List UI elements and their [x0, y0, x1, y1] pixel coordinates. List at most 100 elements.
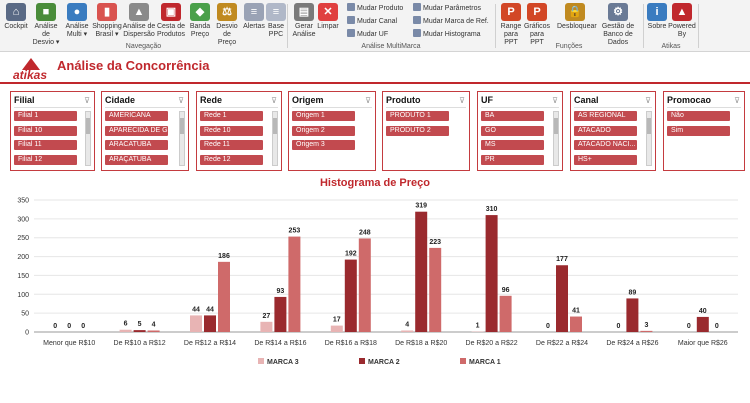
gerar-analise-button[interactable]: ▤ Gerar Análise — [291, 2, 317, 39]
slicer-scrollbar[interactable] — [272, 111, 278, 166]
ribbon-small-label: Mudar Canal — [357, 18, 398, 25]
graficos-ppt-button[interactable]: P Gráficos para PPT — [523, 2, 551, 47]
slicer-title: Rede — [200, 95, 223, 105]
data-label: 6 — [124, 321, 128, 328]
base-ppc-button[interactable]: ≡ Base PPC — [265, 2, 287, 39]
cesta-produtos-button[interactable]: ▣ Cesta de Produtos — [156, 2, 186, 39]
slicer-item[interactable]: Rede 11 — [200, 140, 263, 151]
marca-icon — [413, 16, 421, 24]
multi-button-2[interactable]: Mudar UF — [347, 29, 388, 38]
limpar-button[interactable]: ✕ Limpar — [316, 2, 340, 31]
slicer-scrollbar[interactable] — [85, 111, 91, 166]
slicer-item[interactable]: AMERICANA — [105, 111, 168, 121]
slicer-promocao: Promocao ⊽ Não Sim — [663, 91, 745, 171]
range-ppt-button[interactable]: P Range para PPT — [498, 2, 524, 47]
slicer-item[interactable]: PRODUTO 1 — [386, 111, 449, 121]
clear-filter-icon[interactable]: ⊽ — [178, 96, 184, 105]
ppt-chart-icon: P — [527, 3, 547, 21]
clear-filter-icon[interactable]: ⊽ — [459, 96, 465, 105]
slicer-item[interactable]: APARECIDA DE G... — [105, 125, 168, 136]
slicer-scrollbar[interactable] — [553, 111, 559, 166]
powered-by-button[interactable]: ▲ Powered By — [668, 2, 696, 39]
sobre-button[interactable]: i Sobre — [646, 2, 668, 31]
clear-filter-icon[interactable]: ⊽ — [552, 96, 558, 105]
slicer-item[interactable]: Sim — [667, 125, 730, 136]
params-button-1[interactable]: Mudar Marca de Ref. — [413, 16, 489, 25]
params-button-0[interactable]: Mudar Parâmetros — [413, 3, 481, 12]
bar-marca-2 — [133, 330, 146, 332]
analise-multi-button[interactable]: ● Análise Multi ▾ — [63, 2, 91, 39]
data-label: 4 — [405, 321, 409, 328]
slicer-scrollbar[interactable] — [646, 111, 652, 166]
slicer-item[interactable]: Filial 10 — [14, 125, 77, 136]
slicer-item[interactable]: AS REGIONAL — [574, 111, 637, 121]
gestao-bd-button[interactable]: ⚙ Gestão de Banco de Dados — [596, 2, 640, 47]
slicer-item[interactable]: ARACATUBA — [105, 140, 168, 151]
alertas-button[interactable]: ≡ Alertas — [242, 2, 266, 31]
data-label: 41 — [572, 308, 580, 315]
slicer-item[interactable]: Não — [667, 111, 730, 121]
y-tick-label: 0 — [25, 330, 29, 337]
slicer-item[interactable]: Origem 2 — [292, 125, 355, 136]
desvio-preco-button[interactable]: ⚖ Desvio de Preço — [213, 2, 241, 47]
slicer-title: UF — [481, 95, 493, 105]
slicer-item[interactable]: Rede 12 — [200, 154, 263, 165]
clear-filter-icon[interactable]: ⊽ — [645, 96, 651, 105]
slicer-item[interactable]: Filial 1 — [14, 111, 77, 121]
ribbon-button-label: Gráficos para PPT — [523, 23, 551, 46]
ribbon-separator — [698, 4, 699, 48]
ribbon-button-label: Gestão de Banco de Dados — [601, 23, 635, 46]
cockpit-button[interactable]: ⌂ Cockpit — [2, 2, 30, 31]
chart-icon: ▲ — [129, 3, 149, 21]
slicer-item[interactable]: MS — [481, 140, 544, 151]
slicer-item[interactable]: ATACADO NACI... — [574, 140, 637, 151]
bar-marca-3 — [330, 325, 343, 332]
data-label: 0 — [67, 323, 71, 330]
slicer-item[interactable]: ATACADO — [574, 125, 637, 136]
x-tick-label: De R$20 a R$22 — [466, 340, 518, 347]
slicer-item[interactable]: PR — [481, 154, 544, 165]
bar-marca-1 — [499, 295, 512, 332]
x-tick-label: De R$10 a R$12 — [114, 340, 166, 347]
params-button-2[interactable]: Mudar Histograma — [413, 29, 481, 38]
slicer-scrollbar[interactable] — [179, 111, 185, 166]
clear-filter-icon[interactable]: ⊽ — [734, 96, 740, 105]
slicer-divider — [14, 107, 91, 108]
slicer-item[interactable]: Filial 11 — [14, 140, 77, 151]
slicer-item[interactable]: BA — [481, 111, 544, 121]
multi-button-0[interactable]: Mudar Produto — [347, 3, 403, 12]
slicer-produto: Produto ⊽ PRODUTO 1 PRODUTO 2 — [382, 91, 470, 171]
doc-icon: ≡ — [244, 3, 264, 21]
analise-desvio-button[interactable]: ■ Análise de Desvio ▾ — [31, 2, 61, 47]
slicer-item[interactable]: ARAÇATUBA — [105, 154, 168, 165]
slicer-cidade: Cidade ⊽ AMERICANA APARECIDA DE G... ARACATU… — [101, 91, 189, 171]
slicer-item[interactable]: Rede 10 — [200, 125, 263, 136]
clear-filter-icon[interactable]: ⊽ — [271, 96, 277, 105]
clear-filter-icon[interactable]: ⊽ — [365, 96, 371, 105]
bar-marca-2 — [274, 296, 287, 332]
clear-filter-icon[interactable]: ⊽ — [84, 96, 90, 105]
scale-icon: ⚖ — [217, 3, 237, 21]
data-label: 192 — [345, 251, 357, 258]
group-atikas: Atikas — [661, 43, 681, 50]
ribbon-button-label: Análise Multi ▾ — [65, 23, 89, 38]
analise-dispersao-button[interactable]: ▲ Análise de Dispersão — [122, 2, 156, 39]
multi-button-1[interactable]: Mudar Canal — [347, 16, 397, 25]
banda-preco-button[interactable]: ◆ Banda Preço — [187, 2, 213, 39]
slicer-item[interactable]: Rede 1 — [200, 111, 263, 121]
desbloquear-button[interactable]: 🔒 Desbloquear — [557, 2, 597, 31]
slicer-item[interactable]: HS+ — [574, 154, 637, 165]
bar-marca-2 — [204, 315, 216, 332]
shopping-brasil-button[interactable]: ▮ Shopping Brasil ▾ — [92, 2, 122, 39]
slicer-item[interactable]: Origem 1 — [292, 111, 355, 121]
slicer-item[interactable]: GO — [481, 125, 544, 136]
slicer-item[interactable]: Filial 12 — [14, 154, 77, 165]
slicer-items: AS REGIONAL ATACADO ATACADO NACI... HS+ — [574, 111, 637, 169]
legend-label: MARCA 3 — [267, 359, 299, 366]
slicer-item[interactable]: Origem 3 — [292, 140, 355, 151]
legend-swatch — [359, 358, 365, 364]
data-label: 93 — [277, 288, 285, 295]
histograma-icon — [413, 29, 421, 37]
legend-label: MARCA 2 — [368, 359, 400, 366]
slicer-item[interactable]: PRODUTO 2 — [386, 125, 449, 136]
